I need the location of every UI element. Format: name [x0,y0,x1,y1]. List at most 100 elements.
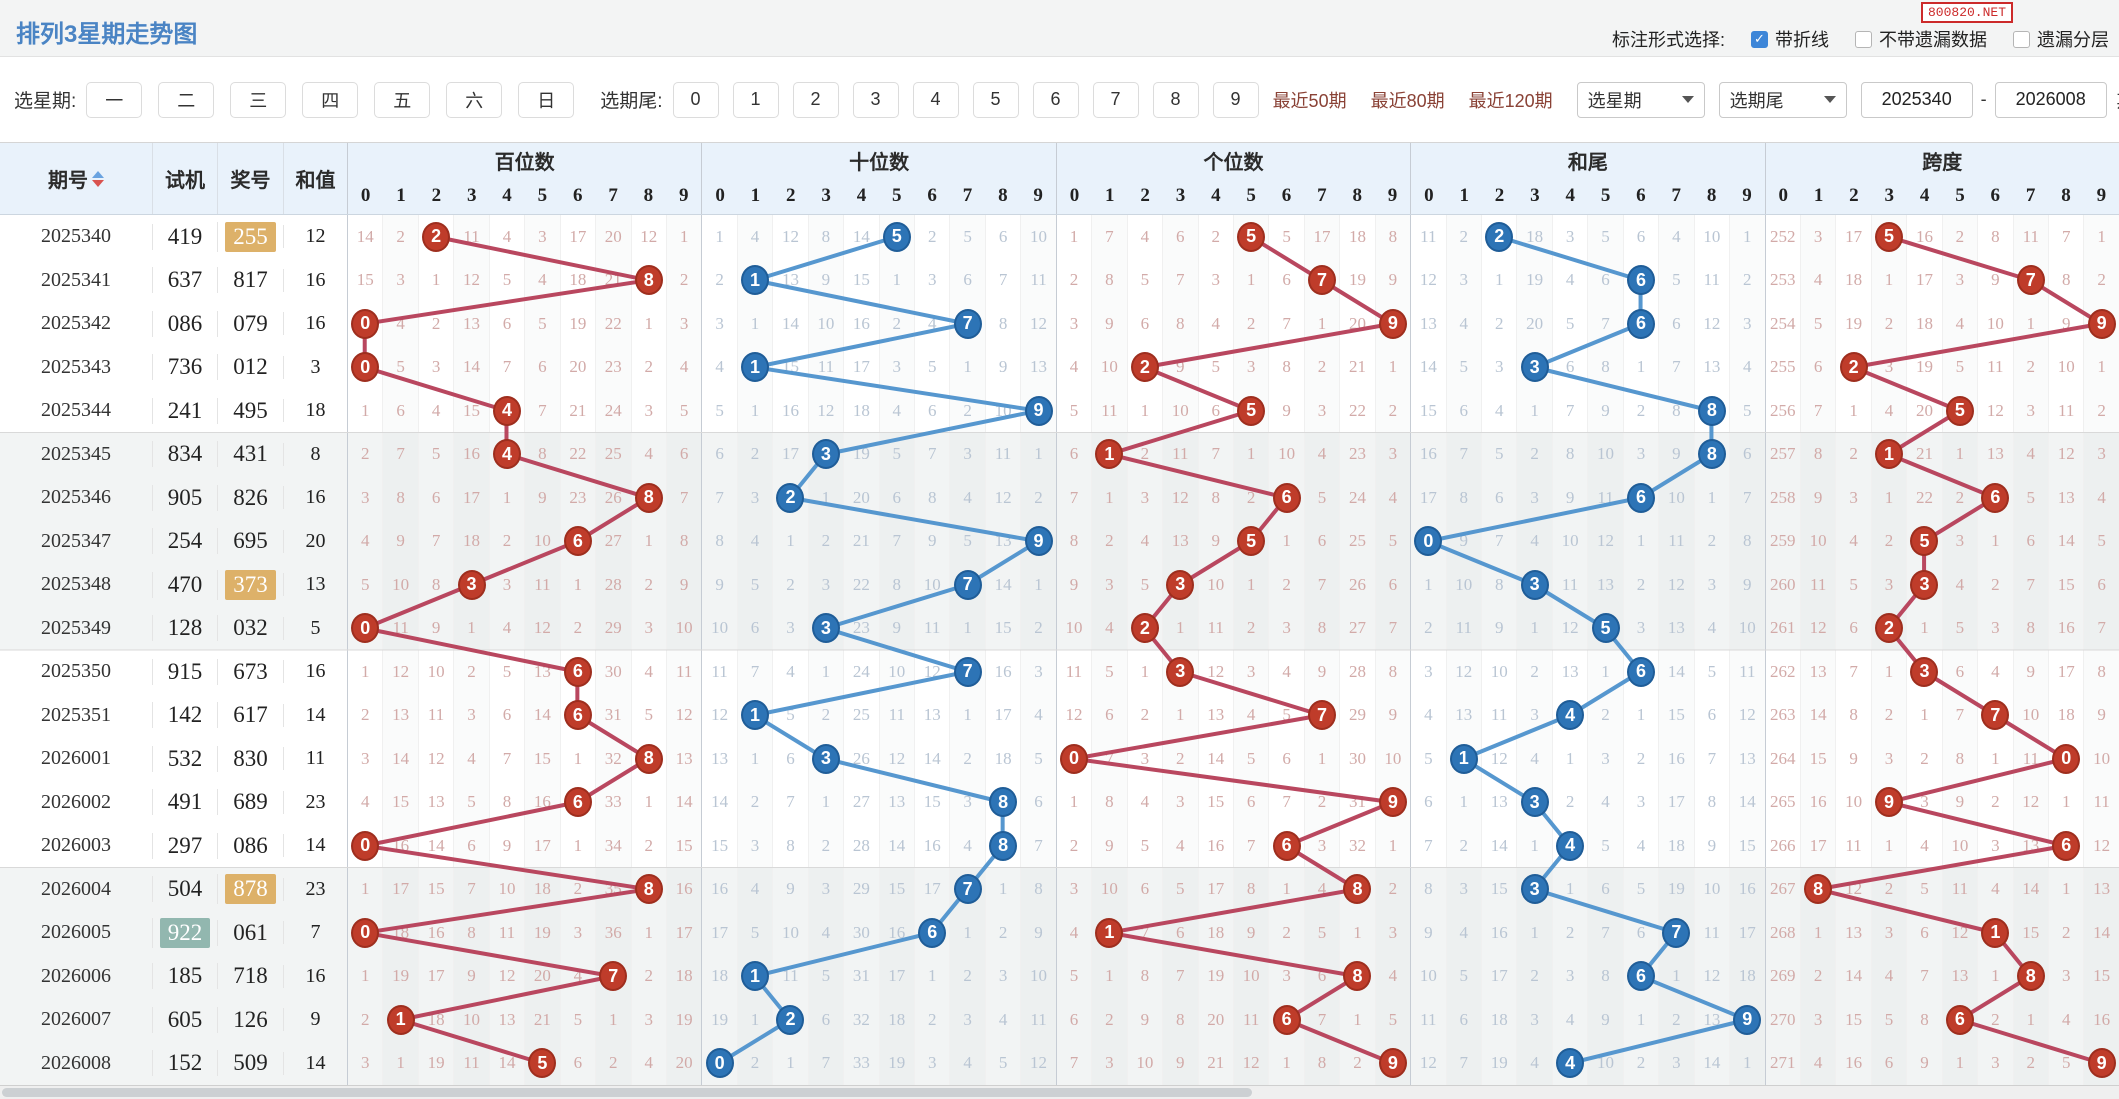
miss-count: 17 [852,357,870,377]
tail-button-6[interactable]: 6 [1032,81,1079,118]
number-cell: 257 [1764,432,1800,476]
tail-select-value: 选期尾 [1729,90,1784,111]
horizontal-scrollbar[interactable] [0,1085,2119,1099]
miss-count: 4 [1955,574,1965,594]
number-cell: 8 [1693,432,1729,476]
tail-button-8[interactable]: 8 [1152,81,1199,118]
number-cell: 3 [1799,215,1835,259]
number-cell: 6 [1622,302,1658,346]
miss-count: 3 [1530,705,1539,725]
number-cell: 1 [1977,911,2012,955]
number-cell: 4 [1055,345,1091,389]
tail-button-9[interactable]: 9 [1212,81,1259,118]
number-ball: 6 [563,526,592,557]
miss-count: 7 [502,357,512,377]
miss-count: 2 [1813,966,1823,986]
number-cell: 11 [1729,650,1764,694]
number-ball: 9 [1024,526,1053,557]
tail-select[interactable]: 选期尾 [1718,81,1847,118]
number-cell: 35 [595,867,630,911]
number-cell: 4 [1835,519,1870,563]
miss-count: 1 [1105,966,1114,986]
number-cell: 18 [665,954,701,998]
miss-count: 6 [715,444,724,464]
miss-count: 7 [2026,574,2036,594]
miss-count: 11 [1065,661,1083,681]
miss-count: 8 [1565,444,1575,464]
range-to-input[interactable] [1994,81,2107,118]
tail-button-2[interactable]: 2 [792,81,839,118]
week-select[interactable]: 选星期 [1576,81,1705,118]
number-cell: 13 [984,519,1020,563]
week-button-六[interactable]: 六 [446,81,503,118]
week-button-五[interactable]: 五 [374,81,431,118]
number-cell: 10 [1055,606,1091,650]
recent-link-1[interactable]: 最近80期 [1370,90,1445,111]
miss-count: 11 [1420,1009,1437,1029]
number-cell: 17 [914,867,949,911]
week-button-四[interactable]: 四 [302,81,359,118]
digit-label: 2 [431,185,442,207]
number-cell: 14 [524,693,559,737]
checkbox-icon[interactable] [2013,30,2030,48]
annotation-option-2[interactable]: 遗漏分层 [2013,26,2109,52]
top-strip: 排列3星期走势图 800820.NET 标注形式选择: ✓ 带折线 不带遗漏数据 遗漏… [0,0,2119,57]
checkbox-icon[interactable] [1855,30,1872,48]
number-cell: 3 [1197,258,1233,302]
number-cell: 7 [1303,563,1339,607]
miss-count: 17 [463,487,481,507]
week-button-二[interactable]: 二 [158,81,215,118]
week-button-三[interactable]: 三 [230,81,287,118]
scrollbar-thumb[interactable] [2,1088,1252,1097]
tail-button-1[interactable]: 1 [732,81,779,118]
week-button-一[interactable]: 一 [86,81,143,118]
number-cell: 4 [1870,389,1906,433]
annotation-option-1[interactable]: 不带遗漏数据 [1855,26,1987,52]
miss-count: 8 [786,835,795,855]
miss-count: 4 [1920,835,1929,855]
number-cell: 1 [2083,345,2118,389]
range-from-input[interactable] [1860,81,1973,118]
miss-count: 4 [1105,618,1114,638]
tail-button-5[interactable]: 5 [972,81,1019,118]
miss-count: 6 [1069,1009,1079,1029]
number-cell: 5 [1162,867,1197,911]
prize-cell: 061 [217,919,283,946]
number-cell: 5 [1693,650,1729,694]
tail-button-7[interactable]: 7 [1092,81,1139,118]
miss-count: 11 [2093,792,2110,812]
tail-button-3[interactable]: 3 [852,81,899,118]
number-cell: 22 [1339,389,1374,433]
tail-button-4[interactable]: 4 [912,81,959,118]
number-cell: 2 [1587,693,1622,737]
week-button-日[interactable]: 日 [518,81,575,118]
miss-count: 5 [1424,748,1433,768]
number-cell: 2 [1162,737,1197,781]
recent-link-2[interactable]: 最近120期 [1468,90,1553,111]
group-header-shi: 十位数 0 1 2 3 4 5 6 7 8 9 [701,143,1055,214]
miss-count: 6 [892,487,902,507]
checkbox-checked-icon[interactable]: ✓ [1751,30,1768,48]
number-cell: 3 [1906,563,1941,607]
number-cell: 8 [914,476,949,520]
miss-count: 7 [1601,922,1610,942]
recent-link-0[interactable]: 最近50期 [1272,90,1347,111]
prize-cell: 012 [217,354,283,381]
number-cell: 2 [453,650,488,694]
tail-button-0[interactable]: 0 [672,81,719,118]
miss-count: 14 [533,705,551,725]
annotation-option-0[interactable]: ✓ 带折线 [1751,26,1829,52]
number-cell: 17 [559,215,595,259]
number-cell: 2 [772,998,807,1042]
number-cell: 5 [1870,998,1906,1042]
prize-value: 617 [233,702,268,728]
period-column-header[interactable]: 期号 [0,143,152,214]
miss-count: 7 [1069,487,1079,507]
number-cell: 11 [1197,606,1233,650]
prize-cell: 079 [217,310,283,337]
prize-cell: 126 [217,1006,283,1033]
test-value: 128 [167,615,203,641]
number-cell: 20 [1516,302,1551,346]
miss-count: 5 [502,661,512,681]
number-cell: 1 [1622,345,1658,389]
